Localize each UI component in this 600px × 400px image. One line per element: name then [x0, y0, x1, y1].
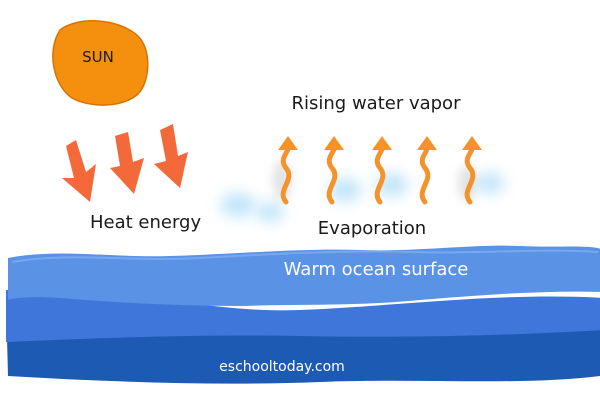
wavy-arrow-up-icon [417, 136, 437, 205]
heat-energy-label: Heat energy [90, 212, 201, 233]
ocean [6, 245, 600, 384]
vapor-arrows [278, 136, 482, 205]
evaporation-label: Evaporation [318, 218, 426, 239]
heat-arrows [62, 124, 188, 202]
arrow-down-icon [110, 132, 144, 194]
vapor-shadows [273, 160, 476, 201]
wavy-arrow-up-icon [462, 136, 482, 205]
wavy-arrow-up-icon [324, 136, 344, 205]
arrow-down-icon [62, 140, 96, 202]
ocean-surface-highlight [11, 249, 599, 263]
rising-vapor-label: Rising water vapor [292, 93, 462, 114]
arrow-down-icon [154, 124, 188, 188]
wavy-arrow-up-icon [278, 136, 298, 205]
sun-label: SUN [82, 48, 114, 66]
ocean-top-layer [8, 245, 600, 306]
wavy-arrow-up-icon [372, 136, 392, 205]
website-label: eschooltoday.com [219, 359, 345, 375]
sun-icon [52, 20, 149, 106]
ocean-label: Warm ocean surface [284, 259, 469, 280]
